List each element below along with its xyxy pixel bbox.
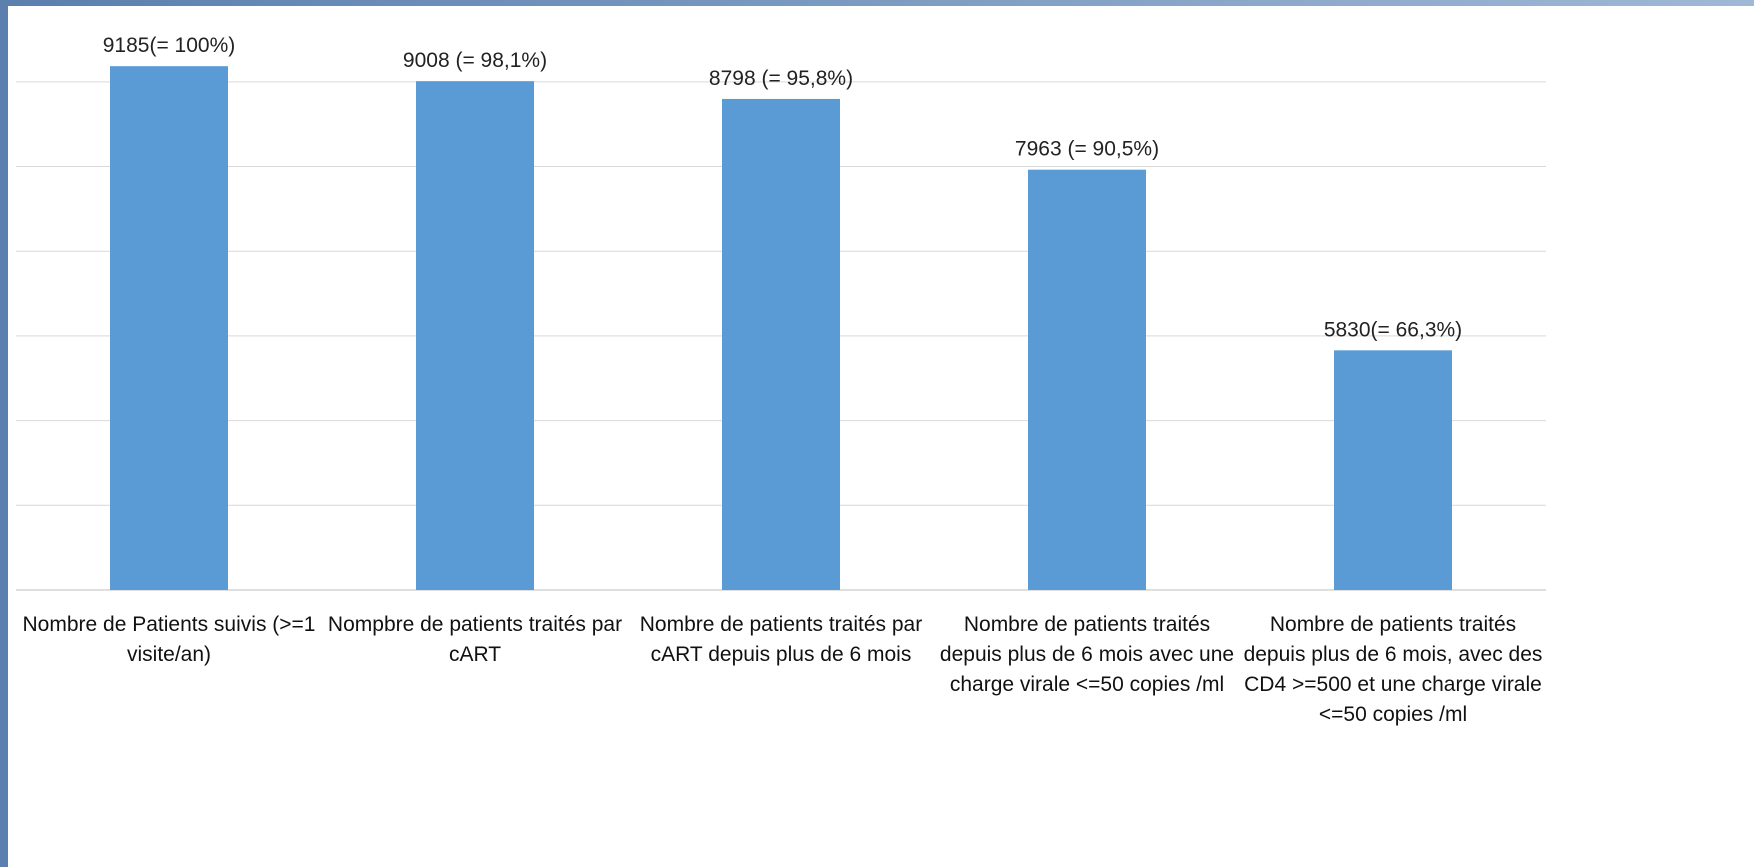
data-label: 9008 (= 98,1%) <box>403 49 547 72</box>
x-tick-label: Nombre de patients traités depuis plus d… <box>939 613 1235 696</box>
data-label: 7963 (= 90,5%) <box>1015 138 1159 161</box>
x-tick-label: Nombre de Patients suivis (>=1 visite/an… <box>22 613 316 666</box>
x-tick-label: Nombre de patients traités par cART depu… <box>639 613 923 666</box>
data-label: 5830(= 66,3%) <box>1324 318 1462 341</box>
bar <box>1334 350 1452 590</box>
data-label: 9185(= 100%) <box>103 34 236 57</box>
x-tick-label: Nombre de patients traités depuis plus d… <box>1243 613 1543 726</box>
bar <box>1028 169 1146 591</box>
data-label: 8798 (= 95,8%) <box>709 67 853 90</box>
bar <box>416 81 534 591</box>
x-tick-label: Nompbre de patients traités par cART <box>327 613 623 666</box>
bar <box>110 66 228 590</box>
frame <box>0 0 1754 6</box>
bar <box>722 98 840 590</box>
frame <box>0 0 8 867</box>
